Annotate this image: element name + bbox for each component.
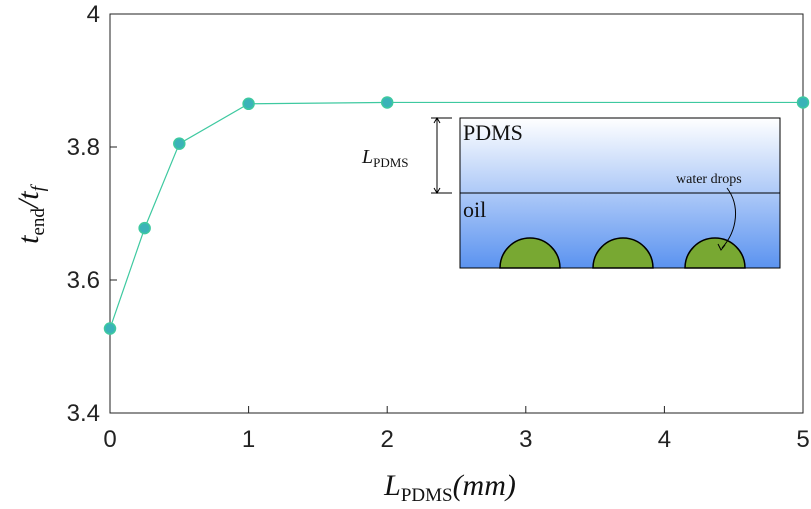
oil-label: oil (463, 197, 486, 222)
point (103, 322, 117, 335)
drops-pointer (721, 187, 737, 249)
x-label-main: L (383, 469, 401, 502)
y-tick-label: 3.6 (67, 267, 100, 294)
x-label-sub: PDMS (401, 485, 453, 506)
point (173, 137, 186, 150)
drop (499, 237, 561, 269)
y-tick-label: 3.8 (67, 134, 100, 161)
y-tick-label: 4 (87, 1, 100, 28)
y-label-sub: end (28, 208, 49, 236)
thickness-main: L (361, 146, 373, 168)
y-axis-label: tend/tf (12, 183, 49, 243)
x-tick-label: 4 (658, 426, 671, 453)
point (796, 96, 810, 109)
point (242, 97, 255, 111)
x-tick-label: 3 (519, 426, 532, 453)
pdms-label: PDMS (463, 120, 523, 145)
inset: PDMS oil water drops LPDMS (361, 117, 781, 269)
thickness-label: LPDMS (361, 146, 409, 170)
point (380, 96, 394, 109)
y-tick-label: 3.4 (67, 400, 100, 427)
point (138, 221, 151, 235)
x-tick-label: 1 (242, 426, 255, 453)
y-label-slash: /t (12, 191, 45, 210)
x-axis-label: LPDMS(mm) (383, 469, 516, 506)
drop (592, 237, 654, 269)
drops-arrowhead (717, 243, 726, 251)
thickness-sub: PDMS (373, 155, 408, 170)
series-line (109, 101, 803, 329)
drop (684, 237, 746, 269)
x-tick-label: 0 (103, 426, 116, 453)
plot-area: 3.4 3.6 3.8 4 0 1 2 3 4 5 (67, 1, 810, 453)
axes-box (109, 13, 804, 414)
x-tick-label: 2 (381, 426, 394, 453)
y-label-t: t (12, 235, 45, 244)
y-label-sub2: f (28, 183, 49, 191)
drops-label: water drops (676, 172, 742, 187)
x-label-unit: (mm) (453, 469, 516, 502)
x-tick-label: 5 (796, 426, 809, 453)
